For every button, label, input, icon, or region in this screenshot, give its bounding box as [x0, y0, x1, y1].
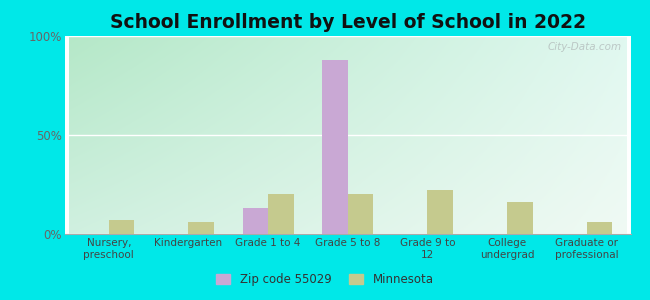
- Legend: Zip code 55029, Minnesota: Zip code 55029, Minnesota: [211, 269, 439, 291]
- Bar: [348, 194, 373, 234]
- Bar: [507, 202, 532, 234]
- Bar: [242, 208, 268, 234]
- Bar: [268, 194, 294, 234]
- Title: School Enrollment by Level of School in 2022: School Enrollment by Level of School in …: [110, 13, 586, 32]
- Bar: [428, 190, 453, 234]
- Bar: [322, 60, 348, 234]
- Bar: [587, 222, 612, 234]
- Text: City-Data.com: City-Data.com: [548, 42, 622, 52]
- Bar: [188, 222, 214, 234]
- Bar: [109, 220, 135, 234]
